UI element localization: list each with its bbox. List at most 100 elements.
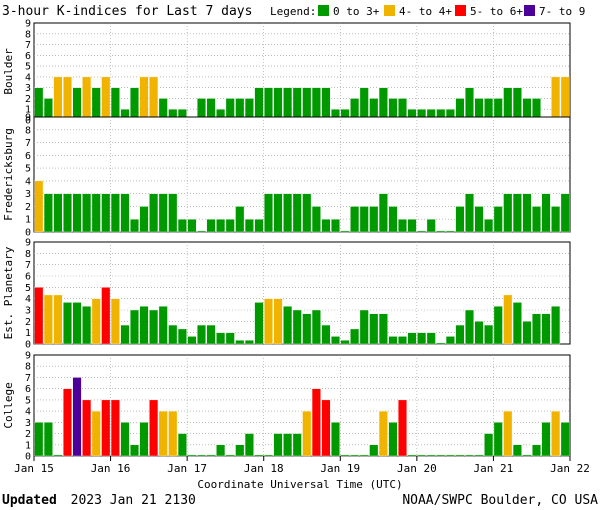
bar-2-29 (311, 309, 321, 345)
bar-1-4 (72, 193, 82, 233)
y-tick-1-7: 7 (25, 138, 31, 149)
bar-3-10 (130, 444, 139, 457)
bar-2-42 (436, 342, 446, 345)
y-tick-1-6: 6 (25, 151, 31, 162)
bar-1-35 (369, 206, 379, 233)
bar-3-9 (120, 422, 130, 457)
bar-3-47 (484, 433, 494, 457)
bar-1-10 (130, 219, 139, 233)
bar-3-0 (34, 422, 44, 457)
bar-2-46 (474, 321, 484, 345)
y-tick-3-2: 2 (25, 429, 31, 440)
bar-0-12 (149, 76, 159, 121)
bar-1-51 (522, 193, 532, 233)
bar-2-20 (225, 332, 235, 345)
y-tick-3-5: 5 (25, 395, 31, 406)
bar-2-50 (512, 302, 522, 345)
bar-0-24 (264, 87, 273, 121)
bar-1-0 (34, 180, 44, 233)
y-tick-3-9: 9 (25, 351, 31, 362)
bar-2-51 (522, 321, 532, 345)
bar-2-10 (130, 309, 139, 345)
panel-label-0: Boulder (2, 48, 15, 95)
bar-2-21 (235, 340, 245, 345)
y-tick-0-8: 8 (25, 29, 31, 40)
bar-3-39 (407, 454, 417, 457)
bar-3-11 (139, 422, 149, 457)
bar-0-36 (378, 87, 388, 121)
bar-1-39 (407, 219, 417, 233)
bar-2-4 (72, 302, 82, 345)
bar-2-36 (378, 313, 388, 345)
y-tick-1-4: 4 (25, 176, 31, 187)
x-tick-5: Jan 20 (397, 462, 437, 475)
legend-title: Legend: (270, 5, 316, 18)
bar-2-44 (455, 324, 465, 345)
bar-2-15 (177, 328, 187, 345)
panel-label-2: Est. Planetary (2, 246, 15, 339)
bar-3-31 (331, 422, 340, 457)
y-tick-0-9: 9 (25, 19, 31, 30)
bar-3-3 (63, 388, 72, 457)
bar-1-27 (292, 193, 302, 233)
bar-2-19 (216, 332, 226, 345)
y-tick-1-8: 8 (25, 125, 31, 136)
bar-1-19 (216, 219, 226, 233)
bar-1-11 (139, 206, 149, 233)
bar-1-44 (455, 206, 465, 233)
panels: 0123456789Boulder0123456789Fredericksbur… (2, 19, 571, 463)
bar-2-38 (398, 336, 407, 345)
y-tick-3-3: 3 (25, 418, 31, 429)
bar-3-54 (551, 410, 561, 457)
bar-1-7 (101, 193, 111, 233)
bar-3-1 (43, 422, 53, 457)
bar-3-23 (254, 454, 264, 457)
bar-3-37 (388, 422, 398, 457)
x-tick-7: Jan 22 (550, 462, 590, 475)
y-tick-2-8: 8 (25, 249, 31, 260)
bar-1-50 (512, 193, 522, 233)
y-tick-0-0: 0 (25, 116, 31, 127)
bar-0-34 (359, 87, 369, 121)
bar-2-31 (331, 336, 340, 345)
bar-0-26 (283, 87, 293, 121)
bar-3-32 (340, 454, 350, 457)
footer-updated: Updated 2023 Jan 21 2130 (2, 493, 196, 508)
bar-3-46 (474, 454, 484, 457)
x-axis: Jan 15 Jan 16 Jan 17 Jan 18 Jan 19 Jan 20 Jan … (14, 456, 590, 475)
bar-2-0 (34, 287, 44, 345)
bar-2-30 (321, 324, 331, 345)
bar-2-5 (82, 306, 92, 345)
bar-1-17 (197, 230, 206, 233)
bar-1-13 (158, 193, 168, 233)
y-tick-1-1: 1 (25, 215, 31, 226)
y-tick-2-0: 0 (25, 340, 31, 351)
bar-2-1 (43, 294, 53, 345)
bar-3-25 (273, 433, 283, 457)
bar-1-55 (560, 193, 570, 233)
legend-swatch-0 (318, 5, 329, 16)
bar-1-8 (110, 193, 120, 233)
legend-swatch-1 (384, 5, 395, 16)
bar-3-5 (82, 399, 92, 457)
bar-1-24 (264, 193, 273, 233)
bar-3-7 (101, 399, 111, 457)
bar-3-2 (53, 454, 63, 457)
bar-2-47 (484, 324, 494, 345)
bar-3-52 (532, 444, 541, 457)
y-tick-2-2: 2 (25, 317, 31, 328)
bar-1-38 (398, 219, 407, 233)
bar-1-25 (273, 193, 283, 233)
bar-2-9 (120, 324, 130, 345)
y-tick-2-1: 1 (25, 328, 31, 339)
bar-1-20 (225, 219, 235, 233)
bar-2-7 (101, 287, 111, 345)
bar-0-5 (82, 76, 92, 121)
y-tick-2-7: 7 (25, 260, 31, 271)
bar-1-45 (465, 193, 474, 233)
bar-1-3 (63, 193, 72, 233)
bar-1-47 (484, 219, 494, 233)
